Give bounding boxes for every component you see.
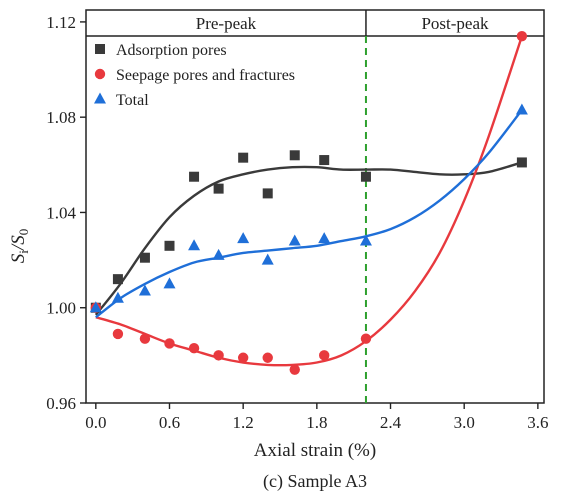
phase-label-pre-peak: Pre-peak [196,14,257,33]
marker-adsorption-pores [516,157,527,168]
marker-adsorption-pores [164,240,175,251]
marker-total [515,103,528,115]
y-tick-label: 1.04 [46,203,76,222]
phase-label-post-peak: Post-peak [421,14,489,33]
x-tick-label: 1.2 [233,413,254,432]
marker-total [261,253,274,265]
marker-adsorption-pores [238,152,249,163]
legend-marker-adsorption-pores [95,44,105,54]
legend: Adsorption pores Seepage pores and fractu… [94,42,295,109]
marker-seepage-pores-and-fractures [139,333,151,344]
marker-seepage-pores-and-fractures [516,31,528,42]
marker-seepage-pores-and-fractures [360,333,372,344]
x-axis-title: Axial strain (%) [254,440,376,461]
marker-seepage-pores-and-fractures [112,328,124,340]
marker-total [163,277,176,289]
marker-seepage-pores-and-fractures [164,338,175,349]
legend-label-seepage-pores-and-fractures: Seepage pores and fractures [116,67,295,84]
y-axis-title: Si/S0 [8,229,31,263]
x-tick-label: 3.0 [454,413,475,432]
fit-curves [94,35,524,367]
marker-seepage-pores-and-fractures [262,352,273,363]
marker-adsorption-pores [360,171,371,182]
x-axis-ticks: 0.0 0.6 1.2 1.8 2.4 3.0 3.6 [85,403,548,432]
figure-caption: (c) Sample A3 [263,471,367,492]
marker-adsorption-pores [112,274,123,285]
x-tick-label: 0.6 [159,413,180,432]
marker-seepage-pores-and-fractures [213,350,224,361]
marker-total [212,248,225,260]
marker-total [89,301,102,313]
marker-total [138,284,151,296]
marker-seepage-pores-and-fractures [319,350,330,361]
marker-adsorption-pores [139,252,150,263]
marker-total [288,234,301,246]
marker-seepage-pores-and-fractures [237,352,249,363]
marker-adsorption-pores [189,171,200,182]
marker-total [111,291,124,303]
plot-frame [85,9,545,404]
marker-total [237,232,250,244]
x-tick-label: 2.4 [380,413,402,432]
legend-label-total: Total [116,92,149,109]
fit-curve-adsorption-pores [94,161,523,316]
fit-curve-total [95,109,523,319]
marker-seepage-pores-and-fractures [188,343,200,354]
y-tick-label: 1.08 [46,108,76,127]
y-tick-label: 0.96 [46,394,76,413]
y-tick-label: 1.12 [46,13,76,32]
data-markers [89,31,528,375]
marker-adsorption-pores [289,150,300,161]
x-tick-label: 0.0 [85,413,106,432]
legend-marker-total [94,92,106,104]
marker-total [188,239,201,251]
marker-seepage-pores-and-fractures [289,364,300,375]
x-tick-label: 3.6 [527,413,548,432]
legend-label-adsorption-pores: Adsorption pores [116,42,227,59]
y-tick-label: 1.00 [46,299,76,318]
marker-adsorption-pores [319,155,330,166]
legend-marker-seepage-pores-and-fractures [94,68,106,80]
fit-curve-seepage-pores-and-fractures [95,35,524,367]
marker-total [359,234,372,246]
y-axis-ticks: 0.96 1.00 1.04 1.08 1.12 [46,13,86,413]
marker-adsorption-pores [213,183,224,194]
marker-total [318,232,331,244]
marker-adsorption-pores [262,188,273,199]
x-tick-label: 1.8 [306,413,327,432]
